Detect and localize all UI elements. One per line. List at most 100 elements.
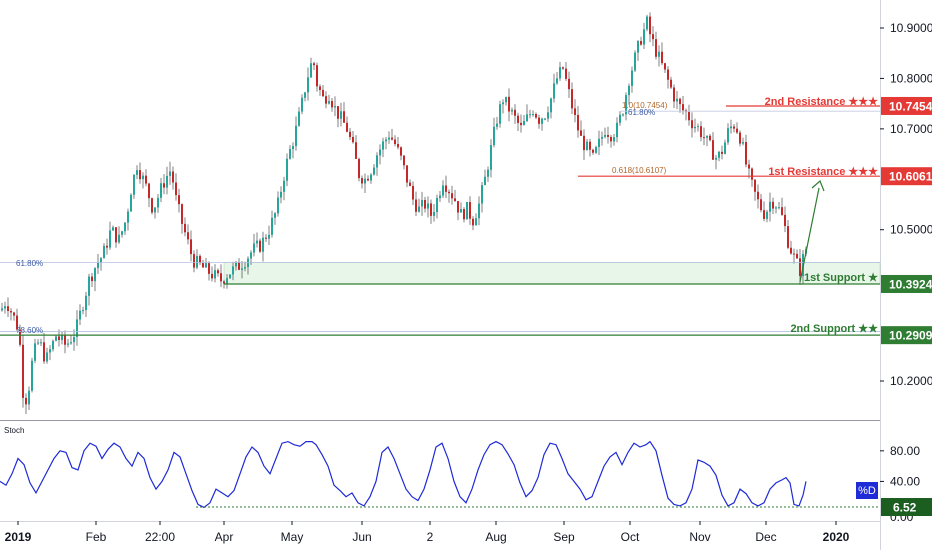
- candle-body: [268, 234, 270, 239]
- price-tick-label: 10.9000: [890, 21, 932, 35]
- candle-body: [100, 258, 102, 263]
- candle-body: [283, 180, 285, 192]
- candle-body: [580, 130, 582, 136]
- candle-body: [451, 193, 453, 199]
- candle-body: [409, 182, 411, 186]
- candle-body: [577, 114, 579, 131]
- candle-body: [568, 78, 570, 90]
- candle-body: [52, 340, 54, 350]
- candle-body: [151, 198, 153, 213]
- stoch-title: Stoch: [4, 426, 24, 435]
- candle-body: [622, 114, 624, 116]
- candle-body: [793, 253, 795, 255]
- candle-body: [598, 138, 600, 148]
- support-2-value: 10.2909: [889, 329, 932, 343]
- candle-body: [652, 34, 654, 40]
- candle-body: [49, 349, 51, 353]
- candle-body: [94, 268, 96, 282]
- candle-body: [610, 136, 612, 142]
- candle-body: [88, 276, 90, 296]
- candle-body: [343, 111, 345, 123]
- candle-body: [289, 149, 291, 159]
- support-2-label: 2nd Support ★★: [790, 323, 878, 335]
- candle-body: [778, 207, 780, 209]
- candle-body: [229, 274, 231, 279]
- candle-body: [139, 170, 141, 180]
- candle-body: [64, 334, 66, 345]
- candle-body: [205, 263, 207, 268]
- candle-body: [67, 343, 69, 345]
- candle-body: [259, 240, 261, 252]
- candle-body: [427, 203, 429, 209]
- candle-body: [760, 199, 762, 211]
- candle-body: [415, 199, 417, 212]
- candle-body: [484, 176, 486, 186]
- candle-body: [445, 185, 447, 192]
- candle-body: [331, 101, 333, 108]
- candle-body: [328, 101, 330, 104]
- candle-body: [370, 174, 372, 181]
- candle-body: [208, 263, 210, 274]
- candle-body: [316, 65, 318, 87]
- candle-body: [403, 155, 405, 166]
- candle-body: [352, 136, 354, 143]
- candle-body: [238, 262, 240, 270]
- candle-body: [103, 245, 105, 259]
- candle-body: [82, 310, 84, 312]
- candle-body: [466, 202, 468, 220]
- candle-body: [76, 319, 78, 338]
- candle-body: [385, 139, 387, 142]
- fib-left-top-label: 61.80%: [16, 259, 43, 268]
- candle-body: [166, 175, 168, 188]
- candle-body: [589, 141, 591, 150]
- candle-body: [691, 120, 693, 129]
- arrow-head-icon: [811, 179, 825, 192]
- candle-body: [505, 96, 507, 103]
- time-tick-label: Aug: [485, 530, 506, 544]
- candle-body: [592, 149, 594, 153]
- candle-body: [709, 135, 711, 141]
- candle-body: [10, 311, 12, 313]
- candle-body: [118, 234, 120, 243]
- candle-body: [616, 122, 618, 138]
- candle-body: [646, 16, 648, 30]
- candle-body: [388, 137, 390, 140]
- candle-body: [640, 41, 642, 45]
- resistance-2-value: 10.7454: [889, 99, 932, 113]
- candle-body: [160, 183, 162, 198]
- candle-body: [199, 255, 201, 264]
- candle-body: [718, 151, 720, 158]
- candle-body: [721, 151, 723, 154]
- candle-body: [211, 273, 213, 279]
- price-tick-label: 10.8000: [890, 71, 932, 85]
- candle-body: [244, 267, 246, 269]
- candle-body: [508, 96, 510, 112]
- candle-body: [184, 223, 186, 233]
- candle-body: [4, 306, 6, 309]
- candle-body: [337, 106, 339, 119]
- candle-body: [34, 343, 36, 361]
- candle-body: [736, 128, 738, 133]
- candle-body: [22, 344, 24, 398]
- candle-body: [784, 214, 786, 227]
- candle-body: [334, 106, 336, 108]
- candle-body: [349, 131, 351, 137]
- candle-body: [637, 41, 639, 53]
- candle-body: [670, 79, 672, 88]
- candle-body: [295, 125, 297, 147]
- candle-body: [391, 137, 393, 140]
- stoch-axis[interactable]: 80.00 40.00: [880, 444, 920, 489]
- candle-body: [13, 312, 15, 316]
- time-axis[interactable]: 2019 Feb 22:00 Apr May Jun 2 Aug Sep Oct Nov Dec 202…: [5, 521, 850, 544]
- candle-body: [55, 336, 57, 341]
- candle-body: [46, 352, 48, 362]
- price-axis[interactable]: 10.9000 10.8000 10.7000 10.5000 10.2000: [880, 21, 932, 388]
- candle-body: [406, 165, 408, 183]
- candle-body: [79, 310, 81, 320]
- time-tick-label: Jun: [352, 530, 371, 544]
- candle-body: [70, 342, 72, 344]
- candle-body: [154, 207, 156, 213]
- candle-body: [307, 77, 309, 93]
- candle-body: [559, 67, 561, 79]
- price-tags: 10.7454 10.6061 10.3924 10.2909: [881, 96, 932, 345]
